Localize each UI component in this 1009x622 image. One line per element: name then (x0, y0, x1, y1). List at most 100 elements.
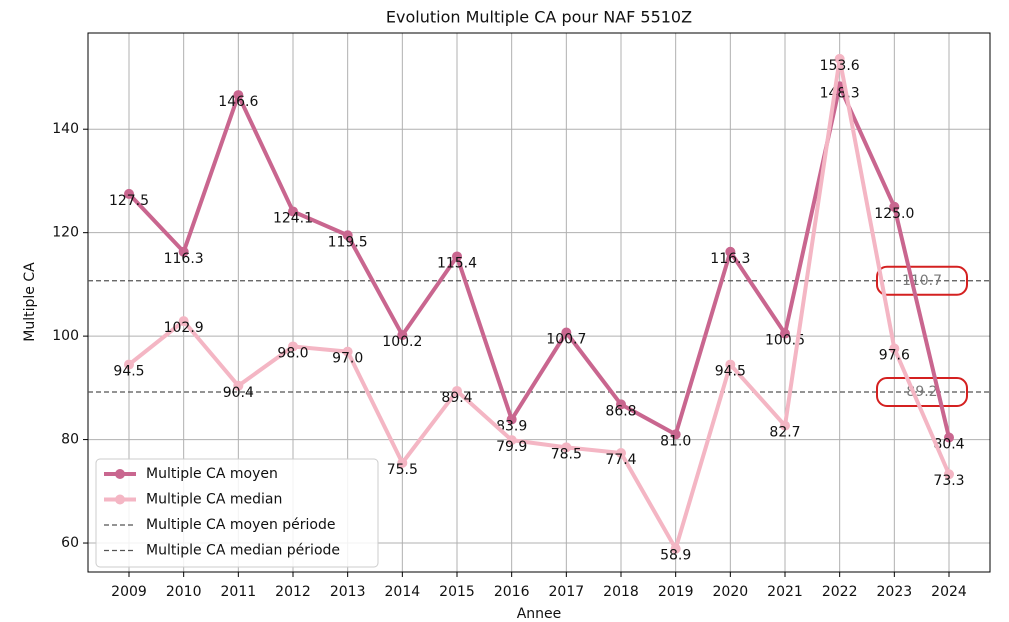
data-label: 94.5 (715, 364, 746, 380)
data-label: 94.5 (113, 364, 144, 380)
series-line (127, 56, 951, 551)
y-tick-label: 120 (52, 225, 79, 241)
data-label: 146.6 (218, 94, 258, 110)
x-tick-label: 2016 (494, 584, 530, 600)
data-label: 100.5 (765, 333, 805, 349)
data-label: 78.5 (551, 446, 582, 462)
data-label: 116.3 (710, 251, 750, 267)
x-tick-label: 2012 (275, 584, 311, 600)
point (178, 246, 189, 257)
highlight-box (876, 376, 968, 407)
data-label: 98.0 (277, 345, 308, 361)
point (452, 385, 462, 396)
legend-label: Multiple CA median période (146, 543, 340, 559)
chart-title: Evolution Multiple CA pour NAF 5510Z (386, 8, 692, 27)
data-label: 90.4 (223, 385, 254, 401)
point (944, 469, 954, 480)
y-tick-label: 140 (52, 121, 79, 137)
point (342, 230, 353, 241)
x-tick-label: 2023 (877, 584, 913, 600)
x-tick-label: 2022 (822, 584, 858, 600)
point (889, 343, 900, 354)
point (889, 201, 900, 212)
data-label: 125.0 (874, 206, 914, 222)
x-tick-label: 2010 (166, 584, 202, 600)
point (944, 432, 954, 443)
point (780, 420, 790, 431)
point (506, 414, 517, 425)
data-label: 58.9 (660, 548, 691, 564)
data-label: 97.0 (332, 351, 363, 367)
legend-box (95, 458, 379, 568)
point (233, 380, 244, 391)
point (780, 328, 790, 339)
point (725, 359, 736, 370)
series-line (127, 84, 951, 438)
x-tick-label: 2015 (439, 584, 475, 600)
point (670, 543, 681, 554)
point (616, 399, 626, 410)
data-label: 102.9 (164, 320, 204, 336)
data-label: 80.4 (933, 437, 964, 453)
point (124, 359, 134, 370)
x-tick-label: 2017 (549, 584, 585, 600)
data-label: 86.8 (605, 403, 636, 419)
x-tick-label: 2018 (603, 584, 639, 600)
x-tick-label: 2011 (221, 584, 257, 600)
legend-marker (115, 469, 125, 479)
x-tick-label: 2009 (111, 584, 147, 600)
reference-label: 110.7 (902, 273, 942, 289)
y-axis-label: Multiple CA (22, 262, 38, 342)
data-label: 79.9 (496, 439, 527, 455)
data-label: 73.3 (933, 473, 964, 489)
data-label: 81.0 (660, 433, 691, 449)
y-tick-label: 80 (61, 432, 79, 448)
point (124, 188, 134, 199)
legend-label: Multiple CA median (146, 492, 282, 508)
data-label: 119.5 (328, 234, 368, 250)
data-label: 75.5 (387, 462, 418, 478)
x-tick-label: 2013 (330, 584, 366, 600)
data-label: 89.4 (441, 390, 472, 406)
point (178, 316, 189, 327)
point (397, 330, 408, 341)
legend-label: Multiple CA moyen période (146, 517, 336, 533)
data-label: 100.2 (382, 334, 422, 350)
point (670, 429, 681, 440)
y-tick-label: 60 (61, 535, 79, 551)
x-tick-label: 2014 (385, 584, 421, 600)
point (561, 327, 572, 338)
legend-label: Multiple CA moyen (146, 466, 278, 482)
point (725, 246, 736, 257)
plot-frame (87, 32, 991, 573)
x-tick-label: 2019 (658, 584, 694, 600)
data-label: 82.7 (769, 425, 800, 441)
point (561, 442, 572, 453)
x-tick-label: 2021 (767, 584, 803, 600)
legend-marker (115, 494, 125, 505)
x-tick-label: 2020 (713, 584, 749, 600)
point (288, 206, 298, 217)
point (397, 457, 408, 468)
point (342, 346, 353, 357)
data-label: 97.6 (879, 348, 910, 364)
highlight-box (876, 265, 968, 296)
y-tick-label: 100 (52, 328, 79, 344)
point (834, 53, 845, 64)
data-label: 100.7 (546, 332, 586, 348)
data-label: 77.4 (605, 452, 636, 468)
data-label: 153.6 (820, 58, 860, 74)
point (288, 341, 298, 352)
data-label: 116.3 (164, 251, 204, 267)
data-label: 148.3 (820, 85, 860, 101)
data-label: 115.4 (437, 255, 477, 271)
point (506, 435, 517, 446)
x-axis-label: Annee (517, 606, 562, 622)
data-label: 127.5 (109, 193, 149, 209)
point (452, 251, 462, 262)
data-label: 124.1 (273, 210, 313, 226)
point (616, 448, 626, 459)
point (233, 90, 244, 101)
x-tick-label: 2024 (931, 584, 967, 600)
